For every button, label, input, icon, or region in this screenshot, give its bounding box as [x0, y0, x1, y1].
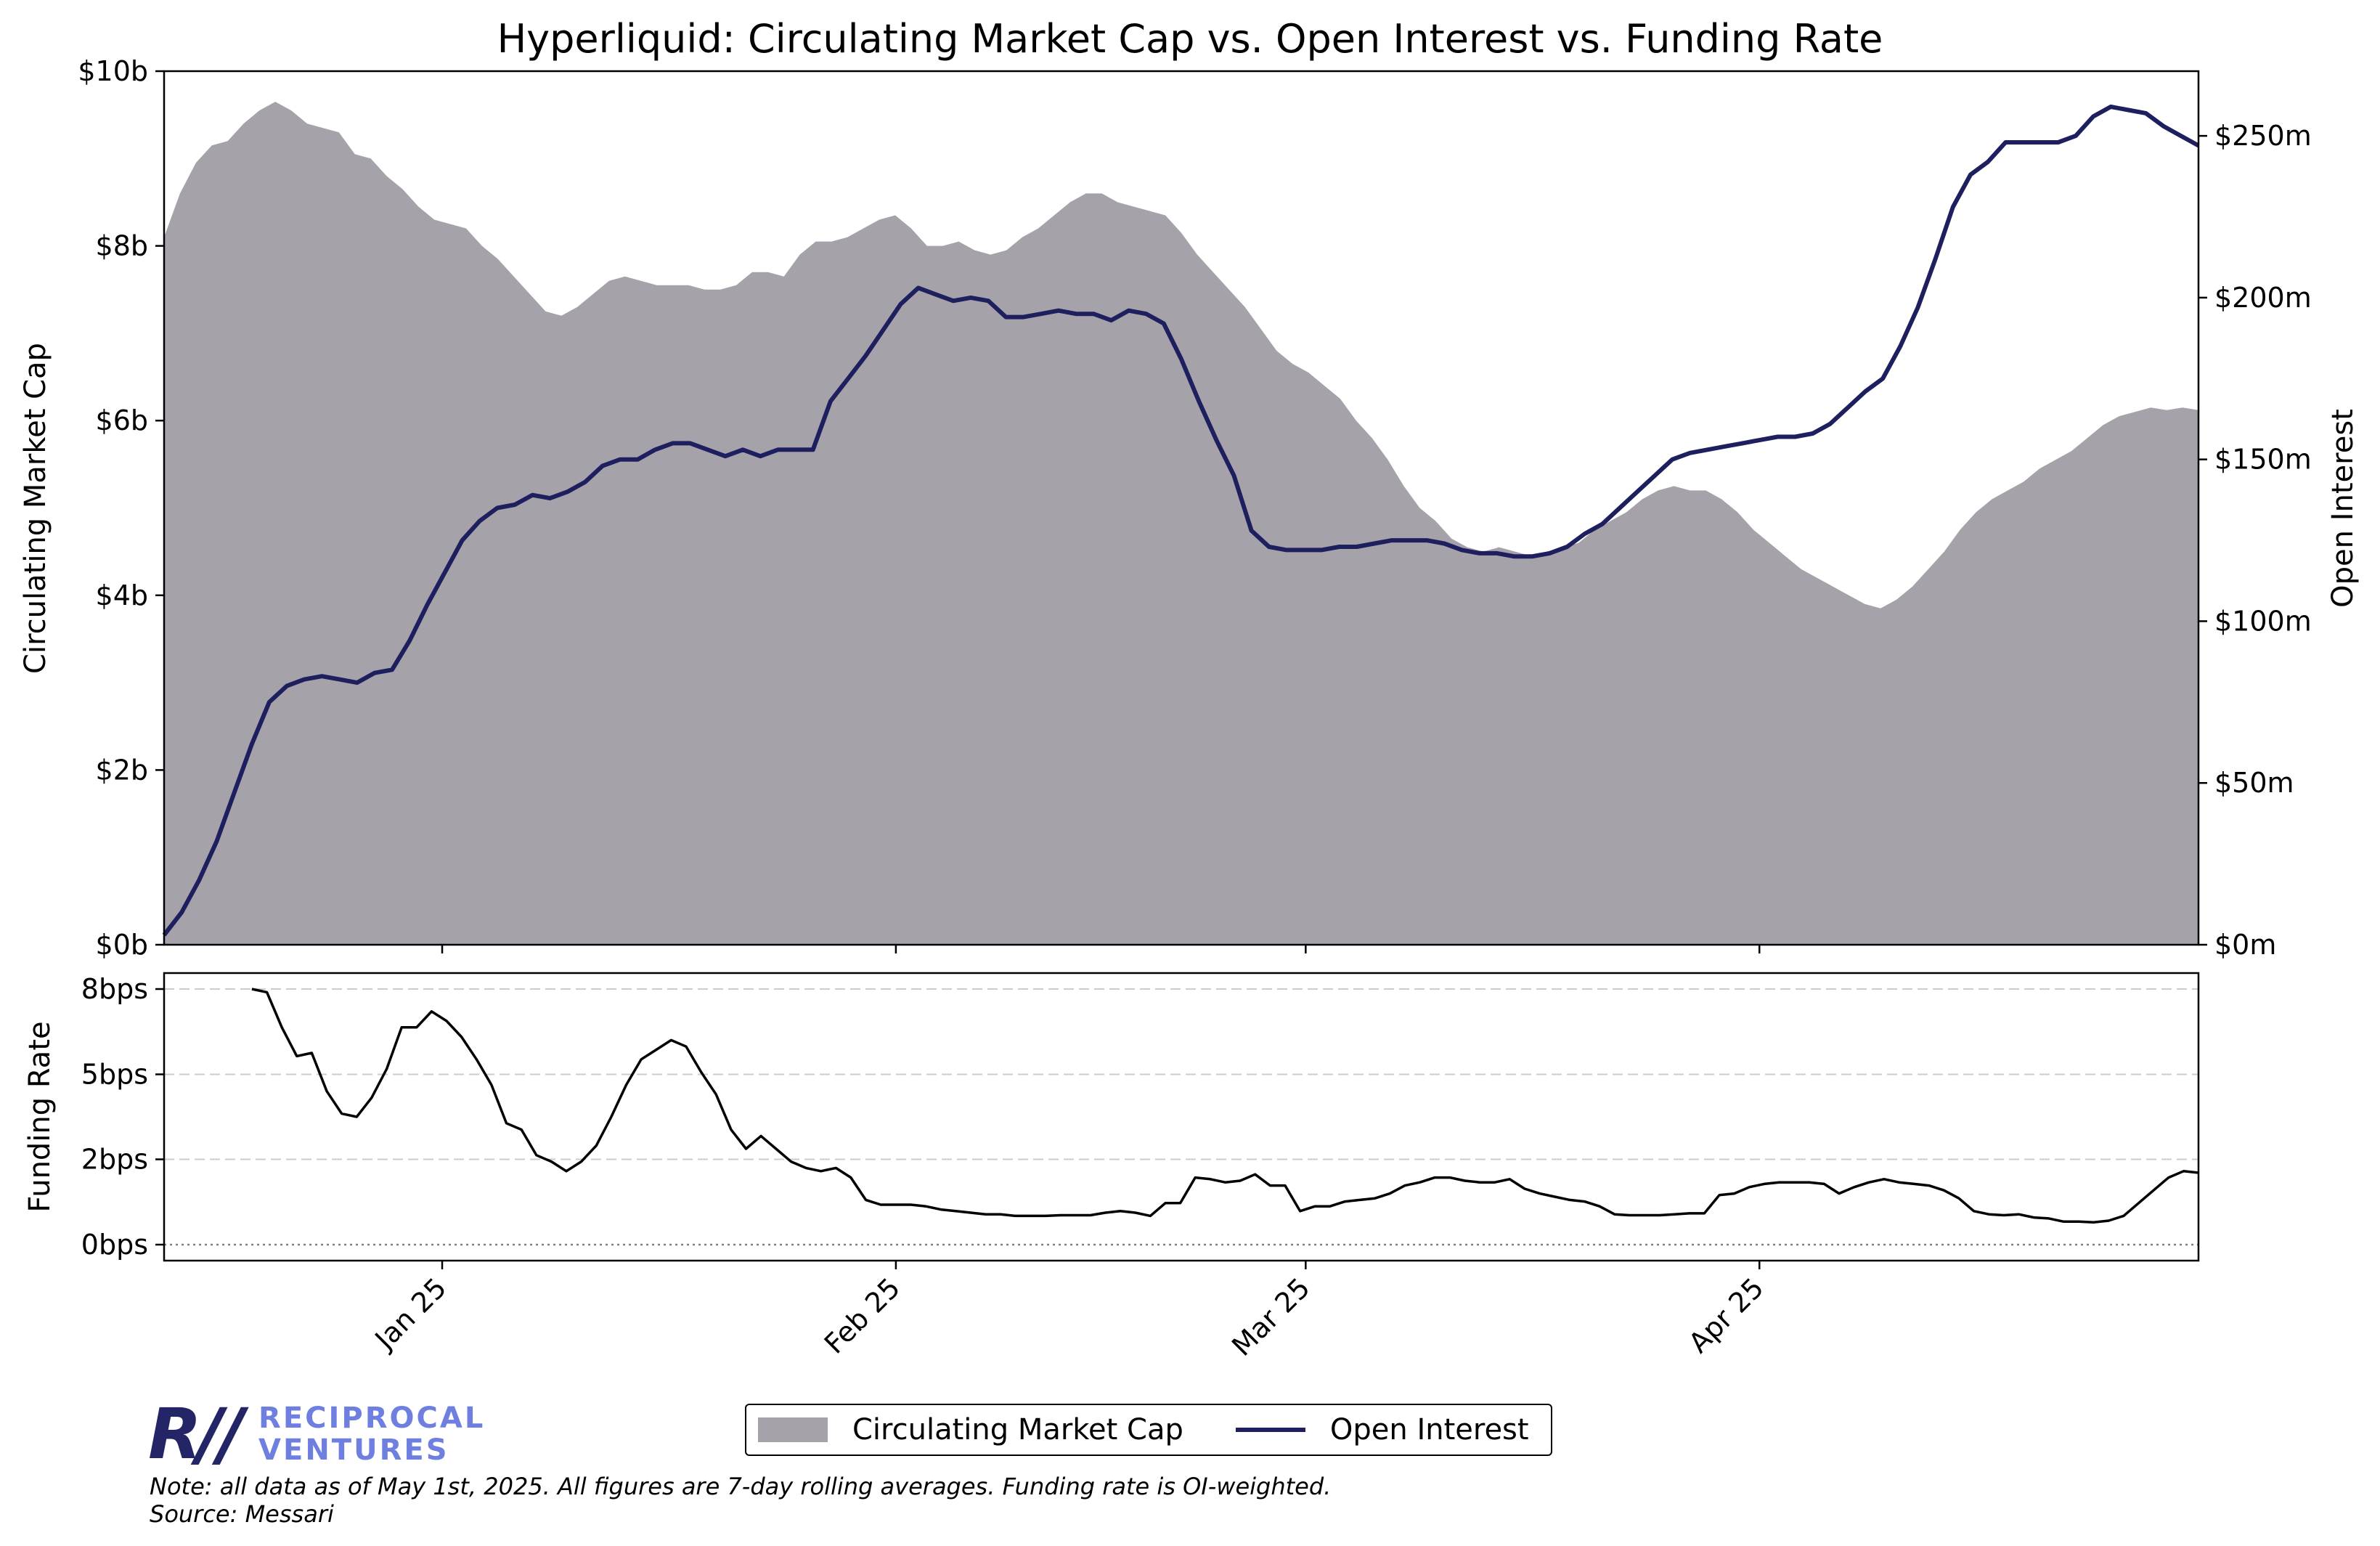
y-tick-label: $2b [96, 754, 148, 786]
legend-label-market-cap: Circulating Market Cap [852, 1413, 1183, 1447]
open-interest-line [162, 105, 2200, 937]
market-cap-area [164, 102, 2198, 945]
funding-y-tick-label: 0bps [81, 1229, 148, 1261]
reciprocal-ventures-logo: R// RECIPROCAL VENTURES [148, 1399, 485, 1469]
y2-tick-label: $200m [2214, 282, 2312, 314]
logo-mark: R// [148, 1399, 244, 1469]
logo-mark-text: R// [148, 1394, 244, 1475]
y-tick-label: $10b [78, 55, 148, 87]
y2-tick-label: $250m [2214, 120, 2312, 152]
bottom-panel-frame [163, 972, 2200, 1262]
y-tick-label: $8b [96, 230, 148, 262]
chart-legend: Circulating Market Cap Open Interest [745, 1404, 1552, 1456]
y-axis-label-funding-rate: Funding Rate [23, 1021, 57, 1212]
x-tick-label: Apr 25 [1682, 1272, 1769, 1359]
legend-item-open-interest: Open Interest [1183, 1413, 1529, 1447]
x-tick-label: Jan 25 [368, 1272, 453, 1356]
y-tick-label: $0b [96, 929, 148, 961]
y-axis-label-market-cap: Circulating Market Cap [19, 343, 52, 674]
footnote-source: Source: Messari [150, 1500, 334, 1528]
bottom-panel: 0bps 2bps 5bps 8bps Jan 25 Feb 25 Mar 25 Apr 2… [23, 972, 2200, 1362]
logo-wordmark: RECIPROCAL VENTURES [258, 1402, 485, 1466]
y2-tick-label: $0m [2214, 929, 2276, 961]
logo-line1: RECIPROCAL [258, 1401, 486, 1435]
y2-tick-label: $150m [2214, 444, 2312, 476]
legend-label-open-interest: Open Interest [1329, 1413, 1529, 1447]
funding-rate-line [251, 988, 2199, 1224]
top-panel-frame [163, 70, 2200, 946]
legend-item-market-cap: Circulating Market Cap [746, 1413, 1183, 1447]
y2-tick-label: $100m [2214, 605, 2312, 637]
footnote: Note: all data as of May 1st, 2025. All … [150, 1473, 1331, 1528]
funding-y-tick-label: 2bps [81, 1144, 148, 1176]
legend-swatch-market-cap [758, 1417, 828, 1442]
funding-y-tick-label: 5bps [81, 1058, 148, 1090]
footnote-note: Note: all data as of May 1st, 2025. All … [150, 1473, 1332, 1500]
legend-swatch-open-interest [1235, 1428, 1305, 1432]
x-tick-label: Mar 25 [1226, 1272, 1316, 1362]
x-tick-label: Feb 25 [818, 1272, 906, 1359]
y2-tick-label: $50m [2214, 767, 2294, 799]
y-tick-label: $6b [96, 404, 148, 436]
y-tick-label: $4b [96, 579, 148, 611]
funding-y-tick-label: 8bps [81, 973, 148, 1005]
chart-title: Hyperliquid: Circulating Market Cap vs. … [497, 16, 1883, 62]
logo-line2: VENTURES [258, 1433, 449, 1467]
top-panel: $0b $2b $4b $6b $8b $10b $0m $50m $100m $150m $20… [19, 55, 2360, 961]
y-axis-label-open-interest: Open Interest [2326, 409, 2360, 608]
